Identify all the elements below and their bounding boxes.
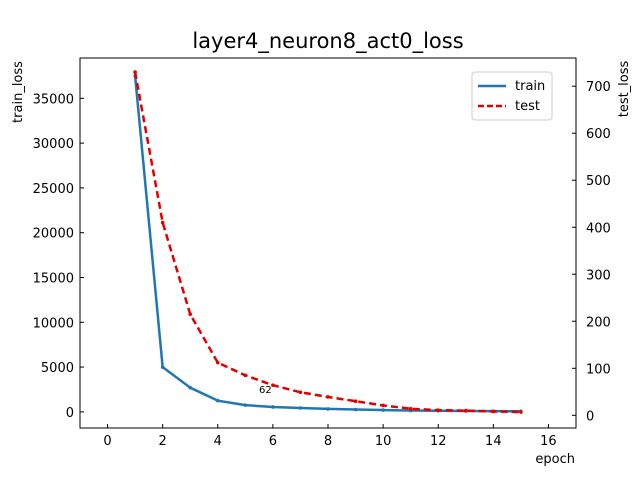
series-test-point [463,408,468,413]
series-train-point [215,398,220,403]
series-train-line [133,75,521,413]
plot-area [133,70,523,414]
series-test-point [381,403,385,408]
series-test-point [215,360,220,365]
x-tick-label: 14 [485,434,502,449]
right-y-tick-label: 500 [586,174,611,189]
series-train-point [160,365,165,369]
x-tick-label: 4 [214,434,222,449]
series-test-point [133,70,137,74]
left-y-tick-label: 30000 [33,137,74,152]
series-test-point [243,373,248,378]
series-test-point [408,406,413,411]
x-tick-label: 8 [324,434,332,449]
x-tick-label: 0 [103,434,111,449]
right-y-axis: 0 100 200 300 400 500 600 700 [572,80,611,424]
series-test-point [436,408,441,412]
right-y-tick-label: 300 [586,268,611,283]
series-train-point [381,408,385,412]
series-test-point [519,410,523,414]
x-axis: 0 2 4 6 8 10 12 14 16 [103,424,557,449]
series-train-point [298,406,303,410]
x-axis-label: epoch [535,452,575,467]
series-test-point [491,409,496,414]
series-test-point [271,383,275,388]
series-train-point [271,405,275,409]
right-y-tick-label: 200 [586,315,611,330]
series-test-point [188,312,193,317]
left-y-tick-label: 5000 [41,361,74,376]
right-y-tick-label: 700 [586,80,611,95]
left-y-tick-label: 0 [66,406,74,421]
x-tick-label: 10 [375,434,392,449]
series-train-point [353,407,358,412]
series-train-point [326,407,330,411]
right-y-tick-label: 100 [586,362,611,377]
series-train-point [188,385,193,390]
right-y-tick-label: 400 [586,221,611,236]
chart-title: layer4_neuron8_act0_loss [192,29,463,54]
series-test-point [353,399,358,404]
x-tick-label: 12 [430,434,447,449]
left-y-tick-label: 35000 [33,92,74,107]
right-y-axis-label: test_loss [617,60,632,117]
left-y-tick-label: 15000 [33,271,74,286]
legend-test-label: test [515,99,540,114]
series-test-line [133,71,521,414]
annotation-label: 62 [259,385,272,396]
legend-box [471,71,553,121]
right-y-tick-label: 0 [586,409,594,424]
left-y-axis-label: train_loss [11,61,26,123]
left-y-tick-label: 20000 [33,227,74,242]
series-test-point [298,390,303,395]
series-test-point [160,220,165,225]
series-test-point [326,395,330,399]
series-train-point [243,403,248,407]
legend: train test [471,71,553,121]
x-tick-label: 16 [540,434,557,449]
right-y-tick-label: 600 [586,127,611,142]
legend-train-label: train [515,79,545,94]
left-y-tick-label: 10000 [33,316,74,331]
left-y-axis: 0 5000 10000 15000 20000 25000 30000 35000 [33,92,84,421]
left-y-tick-label: 25000 [33,182,74,197]
x-tick-label: 6 [269,434,277,449]
x-tick-label: 2 [159,434,167,449]
